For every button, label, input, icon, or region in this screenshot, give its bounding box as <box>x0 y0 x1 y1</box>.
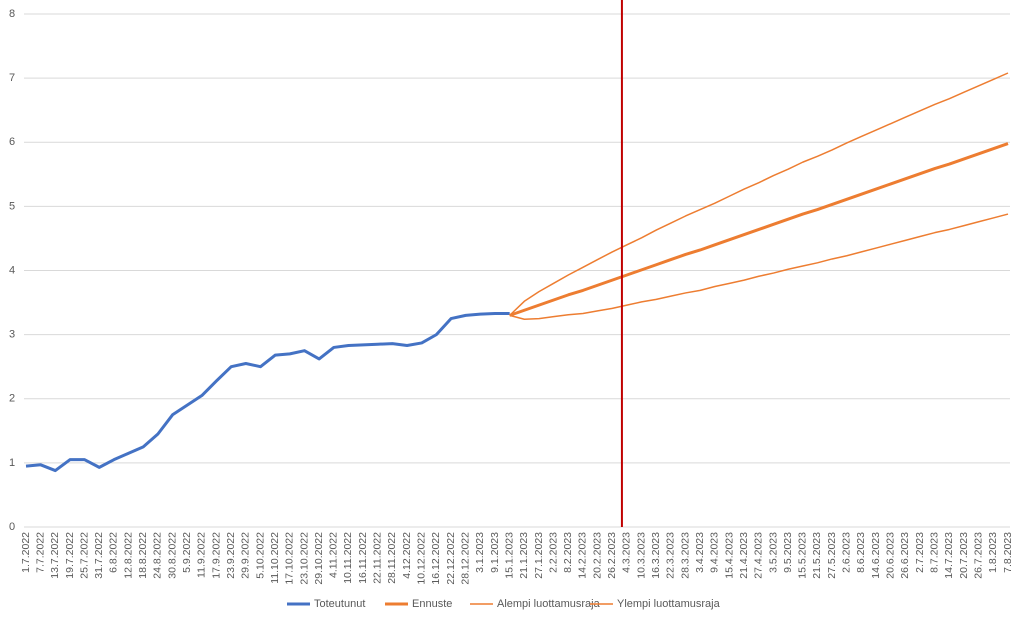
x-tick-label: 9.1.2023 <box>489 532 501 573</box>
x-tick-label: 26.6.2023 <box>899 532 911 579</box>
x-tick-label: 8.7.2023 <box>928 532 940 573</box>
y-tick-label: 5 <box>9 200 15 212</box>
y-tick-label: 6 <box>9 136 15 148</box>
x-tick-label: 27.1.2023 <box>533 532 545 579</box>
x-tick-label: 4.3.2023 <box>621 532 633 573</box>
x-tick-label: 8.2.2023 <box>562 532 574 573</box>
x-tick-label: 12.8.2022 <box>122 532 134 579</box>
x-tick-label: 17.9.2022 <box>210 532 222 579</box>
x-tick-label: 1.7.2022 <box>20 532 32 573</box>
y-tick-label: 1 <box>9 457 15 469</box>
x-tick-label: 16.12.2022 <box>430 532 442 585</box>
x-tick-label: 13.7.2022 <box>49 532 61 579</box>
x-tick-label: 3.1.2023 <box>474 532 486 573</box>
x-tick-label: 19.7.2022 <box>64 532 76 579</box>
x-tick-label: 18.8.2022 <box>137 532 149 579</box>
x-tick-label: 20.7.2023 <box>958 532 970 579</box>
x-tick-label: 28.3.2023 <box>679 532 691 579</box>
x-tick-label: 14.6.2023 <box>870 532 882 579</box>
x-tick-label: 27.4.2023 <box>753 532 765 579</box>
series-line <box>509 72 1009 316</box>
x-tick-label: 5.9.2022 <box>181 532 193 573</box>
series-line <box>509 213 1009 320</box>
x-tick-label: 10.3.2023 <box>635 532 647 579</box>
x-tick-label: 11.9.2022 <box>196 532 208 578</box>
x-tick-label: 22.12.2022 <box>445 532 457 585</box>
x-tick-label: 1.8.2023 <box>987 532 999 573</box>
x-tick-label: 8.6.2023 <box>855 532 867 573</box>
x-tick-label: 23.9.2022 <box>225 532 237 579</box>
x-tick-label: 23.10.2022 <box>298 532 310 585</box>
x-tick-label: 15.5.2023 <box>797 532 809 579</box>
x-tick-label: 2.2.2023 <box>547 532 559 573</box>
x-tick-label: 11.10.2022 <box>269 532 281 584</box>
x-tick-label: 26.2.2023 <box>606 532 618 579</box>
y-tick-label: 8 <box>9 8 15 20</box>
x-tick-label: 17.10.2022 <box>284 532 296 585</box>
x-tick-label: 25.7.2022 <box>78 532 90 579</box>
x-tick-label: 7.7.2022 <box>34 532 46 573</box>
x-tick-label: 9.5.2023 <box>782 532 794 573</box>
series-line <box>509 142 1009 317</box>
x-tick-label: 31.7.2022 <box>93 532 105 579</box>
x-tick-label: 20.2.2023 <box>591 532 603 579</box>
legend-label: Alempi luottamusraja <box>497 598 601 610</box>
y-tick-label: 2 <box>9 393 15 405</box>
x-tick-label: 28.12.2022 <box>459 532 471 585</box>
x-tick-label: 4.12.2022 <box>401 532 413 579</box>
x-tick-label: 2.7.2023 <box>914 532 926 573</box>
legend-label: Ylempi luottamusraja <box>617 598 721 610</box>
x-tick-label: 22.3.2023 <box>665 532 677 579</box>
x-tick-label: 16.11.2022 <box>357 532 369 584</box>
x-tick-label: 26.7.2023 <box>972 532 984 579</box>
legend-label: Ennuste <box>412 598 452 610</box>
x-tick-label: 27.5.2023 <box>826 532 838 579</box>
x-tick-label: 14.7.2023 <box>943 532 955 579</box>
x-tick-label: 10.11.2022 <box>342 532 354 584</box>
x-tick-label: 15.1.2023 <box>503 532 515 579</box>
x-tick-label: 14.2.2023 <box>577 532 589 579</box>
x-tick-label: 22.11.2022 <box>372 532 384 584</box>
x-tick-label: 29.9.2022 <box>240 532 252 579</box>
y-tick-label: 4 <box>9 264 15 276</box>
x-tick-label: 20.6.2023 <box>885 532 897 579</box>
x-tick-label: 2.6.2023 <box>841 532 853 573</box>
x-tick-label: 21.4.2023 <box>738 532 750 579</box>
y-tick-label: 3 <box>9 329 15 341</box>
x-tick-label: 10.12.2022 <box>416 532 428 585</box>
x-tick-label: 9.4.2023 <box>709 532 721 573</box>
x-tick-label: 24.8.2022 <box>152 532 164 579</box>
x-tick-label: 4.11.2022 <box>328 532 340 578</box>
x-tick-label: 15.4.2023 <box>723 532 735 579</box>
x-tick-label: 21.5.2023 <box>811 532 823 579</box>
x-tick-label: 21.1.2023 <box>518 532 530 579</box>
x-tick-label: 7.8.2023 <box>1002 532 1014 573</box>
x-tick-label: 29.10.2022 <box>313 532 325 585</box>
x-tick-label: 5.10.2022 <box>254 532 266 579</box>
x-tick-label: 16.3.2023 <box>650 532 662 579</box>
x-tick-label: 3.4.2023 <box>694 532 706 573</box>
x-tick-label: 6.8.2022 <box>108 532 120 573</box>
x-tick-label: 3.5.2023 <box>767 532 779 573</box>
y-tick-label: 0 <box>9 521 15 533</box>
y-tick-label: 7 <box>9 72 15 84</box>
series-line <box>25 311 510 473</box>
x-tick-label: 28.11.2022 <box>386 532 398 584</box>
legend-label: Toteutunut <box>314 598 365 610</box>
x-tick-label: 30.8.2022 <box>166 532 178 579</box>
